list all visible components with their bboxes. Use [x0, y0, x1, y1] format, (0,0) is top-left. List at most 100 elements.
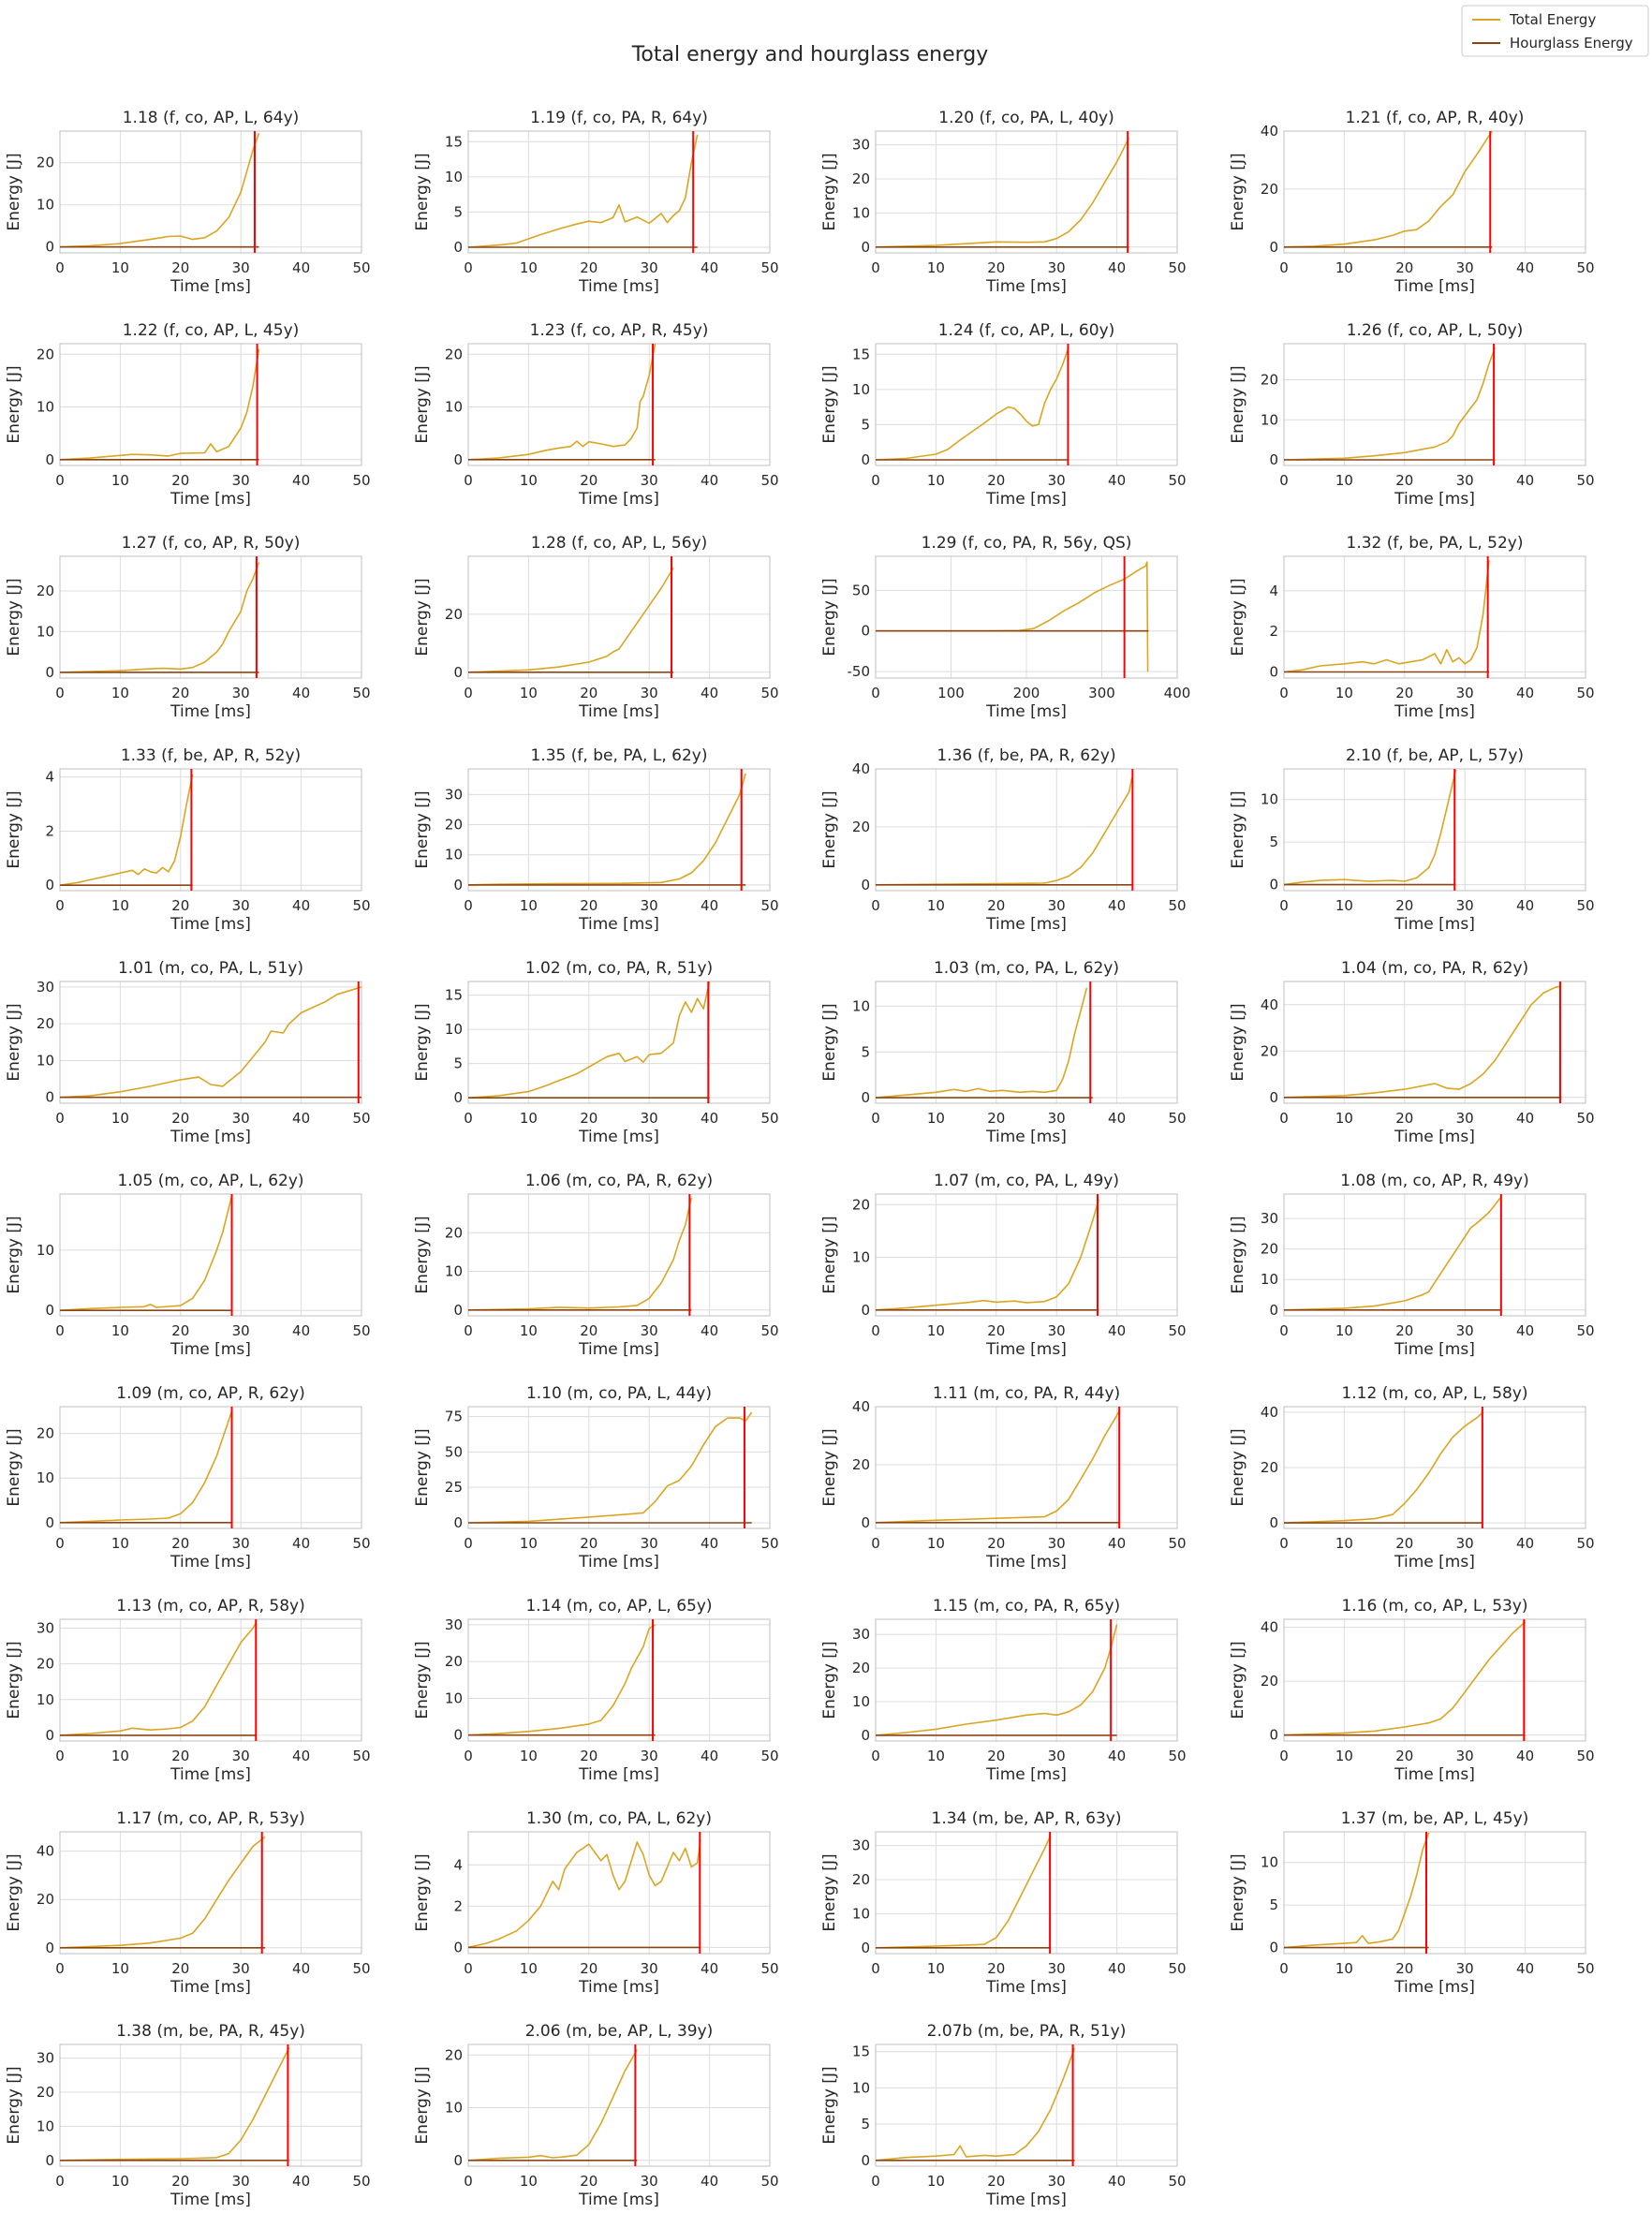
total-energy-line [467, 134, 699, 248]
x-tick-label: 100 [937, 685, 965, 701]
x-tick-label: 50 [1168, 1535, 1186, 1552]
y-tick-label: 0 [861, 1940, 870, 1956]
x-tick-label: 50 [760, 1322, 778, 1339]
y-tick-label: 30 [37, 1620, 54, 1637]
y-axis-label: Energy [J] [1229, 578, 1247, 656]
subplot: 0 10 20 30 40 50 0 5 10 2.10 (f, be, AP, L, 57y) T… [1229, 746, 1595, 934]
plot-frame [1283, 1406, 1586, 1529]
x-tick-label: 0 [55, 897, 65, 914]
x-tick-label: 40 [1108, 472, 1126, 489]
x-tick-label: 40 [1108, 2173, 1126, 2190]
x-tick-label: 50 [760, 1960, 778, 1977]
x-tick-label: 10 [927, 2173, 945, 2190]
x-tick-label: 10 [111, 1535, 129, 1552]
x-tick-label: 10 [111, 259, 129, 276]
x-tick-label: 40 [701, 472, 718, 489]
y-tick-label: 0 [45, 1514, 54, 1531]
y-axis-label: Energy [J] [1229, 1853, 1247, 1931]
y-tick-label: 0 [861, 239, 870, 256]
subplot: 0 10 20 30 40 50 0 20 40 1.04 (m, co, PA, R, 62y)… [1229, 959, 1595, 1146]
y-tick-label: 0 [861, 623, 870, 640]
y-tick-label: 5 [453, 1055, 463, 1072]
y-tick-label: 20 [37, 1425, 54, 1442]
x-tick-label: 40 [701, 1960, 718, 1977]
x-tick-label: 30 [1456, 1110, 1474, 1127]
total-energy-line [59, 348, 260, 461]
x-tick-label: 30 [1456, 1322, 1474, 1339]
total-energy-line [1283, 130, 1493, 248]
x-tick-label: 10 [111, 897, 129, 914]
x-tick-label: 50 [352, 1535, 370, 1552]
x-tick-label: 400 [1164, 685, 1191, 701]
y-tick-label: 20 [445, 1653, 463, 1670]
subplot-title: 1.34 (m, be, AP, R, 63y) [932, 1809, 1122, 1828]
x-tick-label: 10 [1335, 1960, 1353, 1977]
subplot-title: 1.36 (f, be, PA, R, 62y) [937, 746, 1115, 765]
x-axis-label: Time [ms] [578, 2191, 659, 2209]
y-tick-label: 10 [852, 1249, 870, 1266]
y-tick-label: 0 [453, 1302, 463, 1319]
x-tick-label: 20 [580, 897, 597, 914]
total-energy-line [875, 1624, 1118, 1736]
y-tick-label: 20 [445, 1224, 463, 1241]
subplot: 0 10 20 30 40 50 0 10 20 1.18 (f, co, AP, L, 64y)… [5, 109, 371, 296]
x-tick-label: 10 [1335, 897, 1353, 914]
y-tick-label: 20 [445, 2046, 463, 2063]
subplot-title: 1.27 (f, co, AP, R, 50y) [122, 534, 301, 553]
x-tick-label: 10 [520, 897, 538, 914]
y-tick-label: 0 [45, 2152, 54, 2169]
x-tick-label: 20 [580, 2173, 597, 2190]
plot-area [1284, 981, 1586, 1103]
plot-frame [1283, 1831, 1586, 1955]
x-tick-label: 30 [1456, 472, 1474, 489]
subplot: 0 10 20 30 40 50 0 5 10 1.03 (m, co, PA, L, 62y) T… [820, 959, 1187, 1146]
x-tick-label: 20 [987, 897, 1005, 914]
subplot-title: 1.38 (m, be, PA, R, 45y) [116, 2022, 305, 2041]
plot-frame [467, 130, 771, 254]
y-tick-label: 0 [861, 2152, 870, 2169]
y-tick-label: 0 [45, 1089, 54, 1106]
plot-frame [59, 1193, 362, 1317]
subplot-title: 1.26 (f, co, AP, L, 50y) [1347, 321, 1524, 340]
x-axis-label: Time [ms] [985, 915, 1067, 934]
y-tick-label: 4 [453, 1856, 463, 1873]
y-tick-label: 30 [445, 1616, 463, 1633]
total-energy-line [875, 1409, 1121, 1524]
x-tick-label: 20 [1395, 1535, 1413, 1552]
total-energy-line [875, 1835, 1052, 1949]
x-tick-label: 30 [232, 685, 250, 701]
total-energy-line [1283, 1621, 1527, 1736]
y-tick-label: 10 [445, 2100, 463, 2117]
y-tick-label: 20 [37, 1015, 54, 1032]
x-tick-label: 30 [641, 685, 658, 701]
plot-frame [1283, 1618, 1586, 1742]
x-tick-label: 30 [1456, 897, 1474, 914]
x-axis-label: Time [ms] [170, 915, 251, 934]
x-axis-label: Time [ms] [578, 1978, 659, 1997]
x-tick-label: 0 [871, 2173, 880, 2190]
plot-area [468, 981, 770, 1103]
y-axis-label: Energy [J] [820, 153, 839, 230]
x-tick-label: 40 [1108, 1110, 1126, 1127]
plot-area [468, 556, 770, 678]
y-axis-label: Energy [J] [5, 2066, 23, 2144]
total-energy-line [467, 343, 656, 461]
y-axis-label: Energy [J] [1229, 1003, 1247, 1081]
x-tick-label: 40 [292, 472, 310, 489]
y-tick-label: 2 [453, 1897, 463, 1914]
plot-area [468, 2044, 770, 2166]
x-tick-label: 0 [1279, 685, 1289, 701]
x-axis-label: Time [ms] [985, 1553, 1067, 1571]
plot-frame [1283, 768, 1586, 892]
plot-area [468, 769, 770, 891]
y-tick-label: 50 [445, 1443, 463, 1460]
x-tick-label: 50 [760, 1748, 778, 1764]
plot-area [468, 1407, 770, 1528]
y-tick-label: 20 [852, 1456, 870, 1473]
subplot-title: 2.07b (m, be, PA, R, 51y) [927, 2022, 1127, 2041]
plot-area [876, 1194, 1177, 1316]
x-tick-label: 20 [171, 1960, 189, 1977]
y-tick-label: 30 [852, 1837, 870, 1854]
x-tick-label: 20 [1395, 1960, 1413, 1977]
y-tick-label: 10 [445, 169, 463, 185]
